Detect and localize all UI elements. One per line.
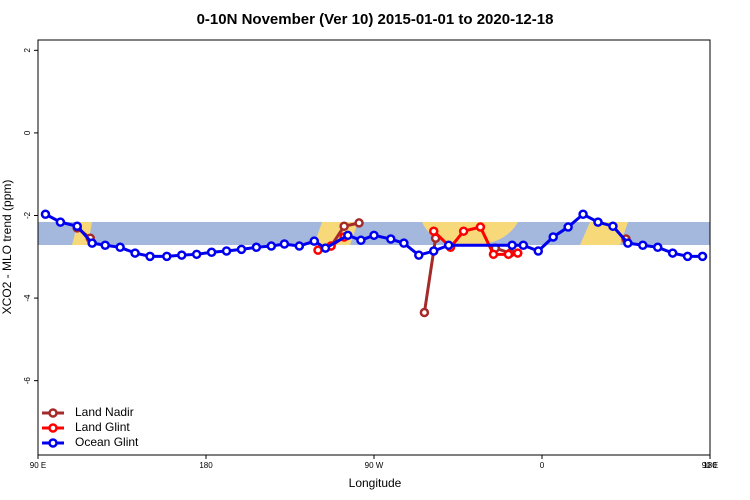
point xyxy=(593,217,603,227)
legend-label: Ocean Glint xyxy=(75,435,139,449)
point xyxy=(320,243,331,253)
point xyxy=(475,222,486,232)
legend-label: Land Glint xyxy=(75,420,130,434)
point xyxy=(697,251,708,262)
point xyxy=(251,242,262,253)
point xyxy=(578,209,588,220)
point xyxy=(130,248,140,258)
point xyxy=(682,251,693,262)
point xyxy=(458,226,469,236)
chart-title: 0-10N November (Ver 10) 2015-01-01 to 20… xyxy=(197,11,554,28)
x-tick-label: 180 xyxy=(703,461,717,470)
point xyxy=(608,221,618,231)
point xyxy=(533,246,544,256)
x-tick-label: 90 W xyxy=(365,461,384,470)
point xyxy=(638,240,648,250)
legend-label: Land Nadir xyxy=(75,405,134,419)
legend-marker xyxy=(48,438,58,448)
point xyxy=(414,250,424,260)
point xyxy=(72,221,82,231)
y-tick-label: -6 xyxy=(23,377,32,385)
point xyxy=(419,307,430,318)
point xyxy=(40,209,51,220)
point xyxy=(512,248,523,258)
y-axis-label: XCO2 - MLO trend (ppm) xyxy=(0,180,14,315)
point xyxy=(548,232,558,242)
point xyxy=(87,238,97,248)
y-tick-label: 0 xyxy=(23,130,32,135)
point xyxy=(369,230,379,241)
point xyxy=(55,217,66,227)
point xyxy=(236,244,247,255)
point xyxy=(399,238,409,248)
point xyxy=(309,236,320,246)
legend-marker xyxy=(48,408,58,418)
point xyxy=(386,234,396,244)
x-tick-label: 180 xyxy=(199,461,213,470)
point xyxy=(623,238,633,248)
point xyxy=(343,230,353,241)
plot-frame xyxy=(37,39,711,456)
x-tick-label: 0 xyxy=(540,461,545,470)
legend-marker xyxy=(48,423,58,433)
land-shape xyxy=(422,222,518,245)
point xyxy=(667,248,678,258)
point xyxy=(563,222,573,232)
y-tick-label: -2 xyxy=(23,211,32,219)
point xyxy=(313,245,323,255)
point xyxy=(279,239,290,249)
point xyxy=(206,247,217,257)
point xyxy=(266,241,277,251)
x-axis-label: Longitude xyxy=(349,476,402,490)
point xyxy=(354,218,364,228)
y-tick-label: -4 xyxy=(23,294,32,302)
point xyxy=(652,242,663,253)
point xyxy=(145,251,155,262)
point xyxy=(428,226,439,236)
point xyxy=(503,249,514,260)
y-tick-label: 2 xyxy=(23,48,32,53)
point xyxy=(191,249,202,260)
x-tick-label: 90 E xyxy=(702,461,718,470)
point xyxy=(100,240,110,250)
point xyxy=(339,221,349,231)
point xyxy=(356,235,366,246)
point xyxy=(428,246,439,256)
point xyxy=(507,240,517,250)
point xyxy=(221,246,232,256)
point xyxy=(443,240,454,250)
point xyxy=(162,251,172,262)
point xyxy=(488,249,499,260)
x-tick-label: 90 E xyxy=(30,461,46,470)
point xyxy=(115,242,125,253)
point xyxy=(176,250,187,260)
point xyxy=(294,241,305,251)
point xyxy=(518,240,529,250)
